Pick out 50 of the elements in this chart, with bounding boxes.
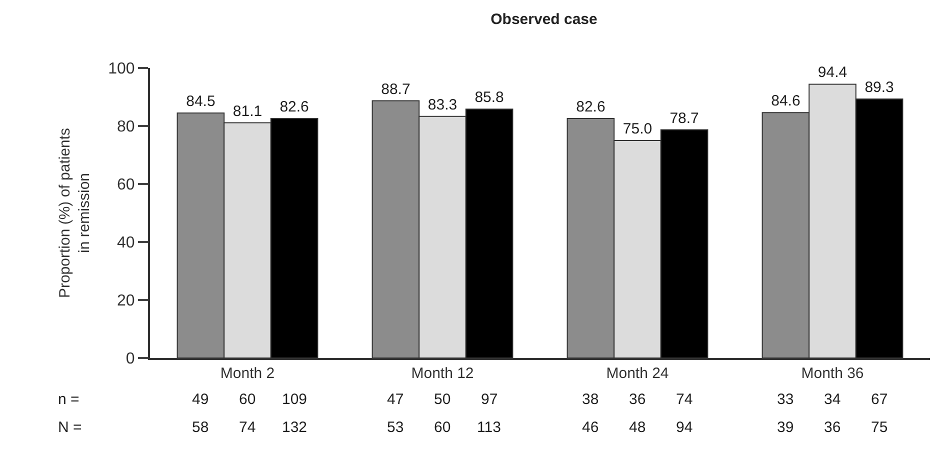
text: 94 bbox=[676, 419, 693, 436]
text: 60 bbox=[434, 419, 451, 436]
y-tick-label: 80 bbox=[117, 118, 135, 136]
text: 75 bbox=[871, 419, 888, 436]
chart-title: Observed case bbox=[490, 11, 598, 28]
text: 50 bbox=[434, 391, 451, 408]
text: 33 bbox=[777, 391, 794, 408]
text: 39 bbox=[777, 419, 794, 436]
text: 109 bbox=[282, 391, 308, 408]
text: 78.7 bbox=[670, 110, 699, 127]
text: 97 bbox=[481, 391, 498, 408]
x-tick-label: Month 12 bbox=[411, 365, 474, 382]
y-tick-label: 20 bbox=[117, 292, 135, 310]
text: 82.6 bbox=[576, 98, 606, 116]
text: 82.6 bbox=[280, 98, 309, 116]
text: 38 bbox=[582, 391, 599, 408]
text: 49 bbox=[192, 391, 209, 408]
text: 60 bbox=[239, 391, 256, 408]
text: N = bbox=[58, 419, 82, 436]
text: 47 bbox=[387, 391, 404, 408]
text: 36 bbox=[824, 419, 841, 436]
text: 46 bbox=[582, 419, 599, 436]
text: 84.6 bbox=[771, 92, 800, 110]
text: 53 bbox=[387, 419, 404, 436]
text: 132 bbox=[282, 419, 308, 436]
y-tick-label: 100 bbox=[108, 60, 135, 78]
text: 81.1 bbox=[232, 102, 262, 120]
text: 88.7 bbox=[381, 80, 410, 98]
text: 94.4 bbox=[818, 64, 848, 82]
text: 74 bbox=[676, 391, 693, 408]
text: 36 bbox=[629, 391, 646, 408]
x-tick-label: Month 24 bbox=[606, 365, 669, 382]
text: 89.3 bbox=[864, 79, 894, 96]
text: 75.0 bbox=[622, 120, 652, 138]
text: 83.3 bbox=[428, 96, 458, 114]
y-axis-title: Proportion (%) of patients in remission bbox=[56, 128, 93, 298]
text: 85.8 bbox=[474, 89, 504, 106]
y-tick-label: 40 bbox=[117, 234, 135, 252]
text: 74 bbox=[239, 419, 256, 436]
text: 58 bbox=[192, 419, 209, 436]
text: 34 bbox=[824, 391, 841, 408]
text: 113 bbox=[477, 419, 501, 436]
text: 48 bbox=[629, 419, 646, 436]
y-tick-label: 60 bbox=[117, 176, 135, 194]
text: n = bbox=[58, 391, 80, 408]
text: 84.5 bbox=[186, 92, 216, 110]
y-tick-label: 0 bbox=[126, 350, 135, 368]
x-tick-label: Month 2 bbox=[220, 365, 275, 382]
text: 67 bbox=[871, 391, 888, 408]
x-tick-label: Month 36 bbox=[801, 365, 864, 382]
